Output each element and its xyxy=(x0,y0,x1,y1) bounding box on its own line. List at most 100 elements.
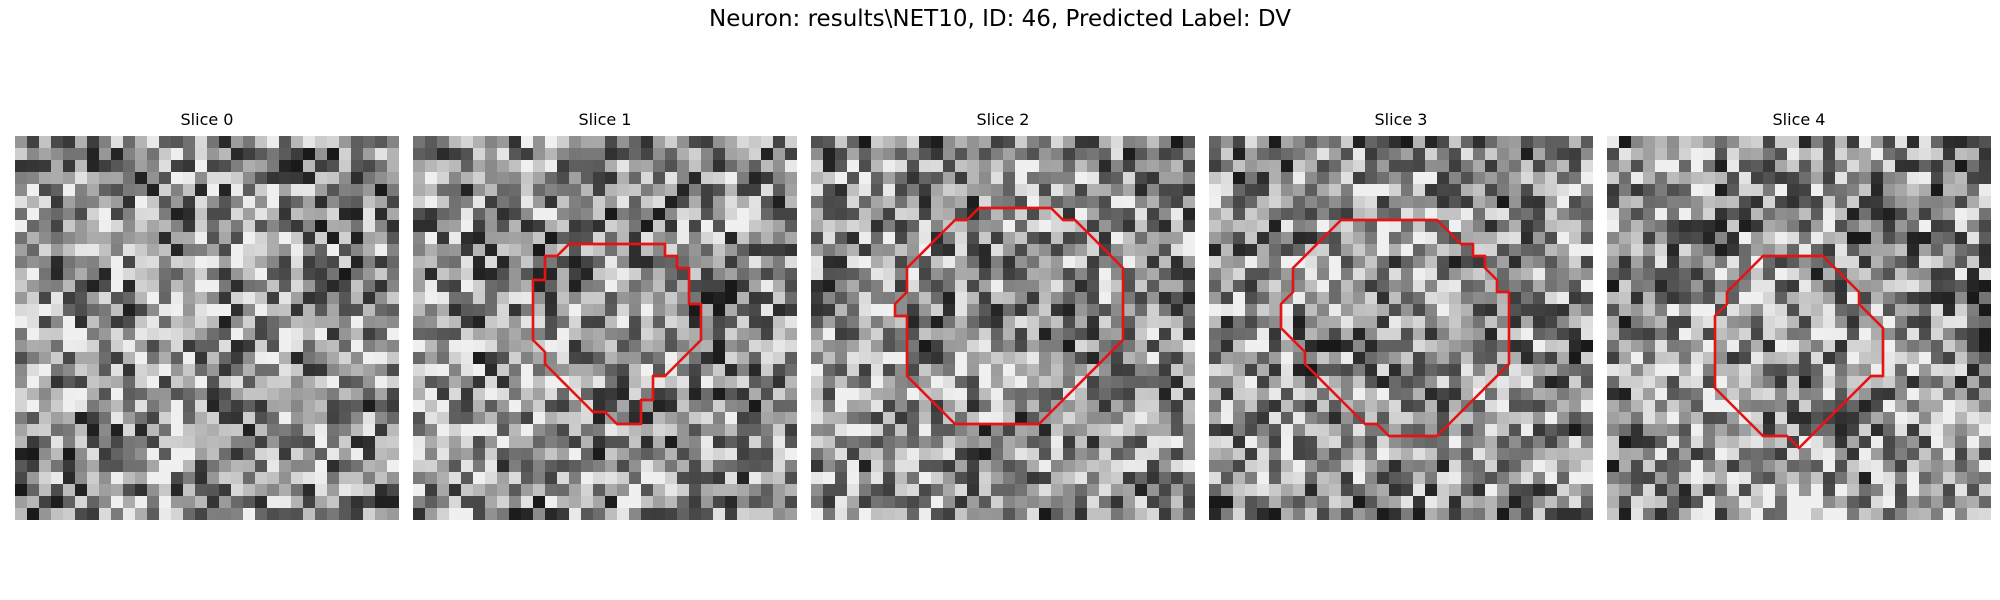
voxel xyxy=(1183,436,1195,449)
voxel xyxy=(1907,436,1920,449)
voxel xyxy=(1183,184,1195,197)
voxel xyxy=(1087,376,1100,389)
voxel xyxy=(111,304,124,317)
voxel xyxy=(919,184,932,197)
voxel xyxy=(1509,148,1522,161)
voxel xyxy=(1667,424,1680,437)
voxel xyxy=(521,472,534,485)
voxel xyxy=(569,448,582,461)
voxel xyxy=(1281,376,1294,389)
voxel xyxy=(413,232,426,245)
voxel xyxy=(593,424,606,437)
voxel xyxy=(557,328,570,341)
voxel xyxy=(231,208,244,221)
voxel xyxy=(87,340,100,353)
voxel xyxy=(1581,208,1593,221)
voxel xyxy=(1859,340,1872,353)
voxel xyxy=(171,352,184,365)
voxel xyxy=(785,232,797,245)
voxel xyxy=(159,292,172,305)
voxel xyxy=(51,244,64,257)
voxel xyxy=(653,484,666,497)
voxel xyxy=(1631,220,1644,233)
voxel xyxy=(39,256,52,269)
voxel xyxy=(883,244,896,257)
voxel xyxy=(363,136,376,149)
voxel xyxy=(1799,196,1812,209)
voxel xyxy=(1317,292,1330,305)
voxel xyxy=(1377,196,1390,209)
voxel xyxy=(437,424,450,437)
voxel xyxy=(75,460,88,473)
voxel xyxy=(509,328,522,341)
voxel xyxy=(883,484,896,497)
voxel xyxy=(1171,340,1184,353)
voxel xyxy=(1835,184,1848,197)
voxel xyxy=(387,160,399,173)
voxel xyxy=(1545,316,1558,329)
voxel xyxy=(749,304,762,317)
voxel xyxy=(835,292,848,305)
voxel xyxy=(991,196,1004,209)
voxel xyxy=(39,304,52,317)
voxel xyxy=(1967,304,1980,317)
voxel xyxy=(1979,376,1991,389)
voxel xyxy=(15,364,28,377)
voxel xyxy=(509,436,522,449)
voxel xyxy=(1643,424,1656,437)
voxel xyxy=(773,340,786,353)
voxel xyxy=(629,196,642,209)
voxel xyxy=(1883,424,1896,437)
voxel xyxy=(545,496,558,509)
voxel xyxy=(1521,400,1534,413)
voxel xyxy=(195,220,208,233)
voxel xyxy=(219,304,232,317)
voxel xyxy=(569,316,582,329)
voxel xyxy=(773,496,786,509)
voxel xyxy=(629,136,642,149)
voxel xyxy=(701,172,714,185)
voxel xyxy=(1111,448,1124,461)
voxel xyxy=(1473,424,1486,437)
voxel xyxy=(677,268,690,281)
voxel xyxy=(87,412,100,425)
voxel xyxy=(701,280,714,293)
voxel xyxy=(497,352,510,365)
voxel xyxy=(1473,148,1486,161)
voxel xyxy=(15,412,28,425)
voxel xyxy=(461,244,474,257)
voxel xyxy=(713,148,726,161)
voxel xyxy=(677,148,690,161)
voxel xyxy=(1691,280,1704,293)
voxel xyxy=(1147,376,1160,389)
voxel xyxy=(87,244,100,257)
voxel xyxy=(1521,340,1534,353)
voxel xyxy=(1895,232,1908,245)
voxel xyxy=(159,136,172,149)
voxel xyxy=(135,364,148,377)
voxel xyxy=(1401,496,1414,509)
voxel xyxy=(1667,388,1680,401)
voxel xyxy=(1147,304,1160,317)
voxel xyxy=(1171,448,1184,461)
voxel xyxy=(437,388,450,401)
voxel xyxy=(51,196,64,209)
voxel xyxy=(1835,376,1848,389)
voxel xyxy=(1763,256,1776,269)
voxel xyxy=(327,328,340,341)
voxel xyxy=(1533,364,1546,377)
voxel xyxy=(943,376,956,389)
voxel xyxy=(1233,484,1246,497)
voxel xyxy=(1425,364,1438,377)
voxel xyxy=(1943,316,1956,329)
voxel xyxy=(1317,508,1330,520)
voxel xyxy=(1221,472,1234,485)
voxel xyxy=(1581,172,1593,185)
voxel xyxy=(75,472,88,485)
voxel xyxy=(1245,256,1258,269)
voxel xyxy=(1171,352,1184,365)
voxel xyxy=(1245,364,1258,377)
voxel xyxy=(1631,460,1644,473)
voxel xyxy=(363,232,376,245)
voxel xyxy=(1233,160,1246,173)
